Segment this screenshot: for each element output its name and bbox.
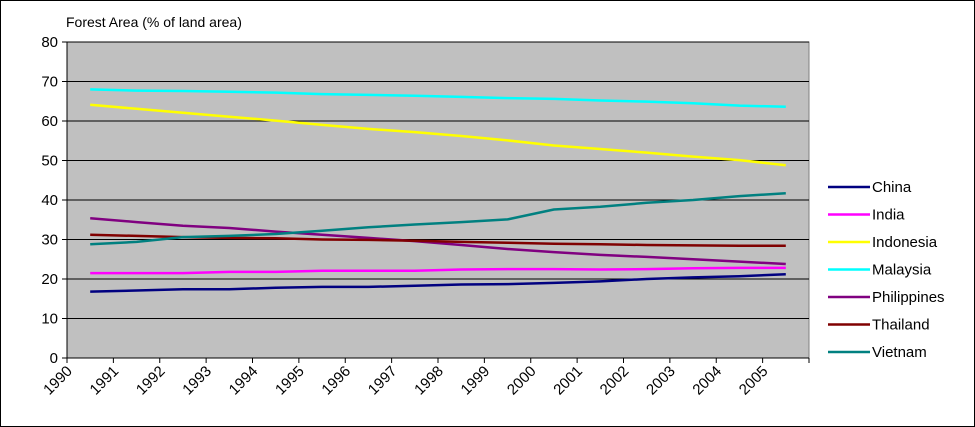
series-line-philippines [90, 216, 786, 266]
x-tick-label: 1993 [179, 363, 215, 399]
legend-label-india: India [872, 207, 905, 224]
legend-label-philippines: Philippines [872, 289, 945, 306]
legend-label-indonesia: Indonesia [872, 234, 938, 251]
legend-label-vietnam: Vietnam [872, 344, 927, 361]
legend-label-china: China [872, 179, 912, 196]
x-tick-label: 2003 [643, 363, 679, 399]
x-tick-label: 2005 [736, 363, 772, 399]
x-tick-label: 1996 [318, 363, 354, 399]
x-tick-label: 1994 [226, 363, 262, 399]
x-tick-label: 1997 [365, 363, 401, 399]
x-tick-label: 1990 [40, 363, 76, 399]
series-line-indonesia [90, 103, 786, 167]
x-tick-label: 2002 [597, 363, 633, 399]
x-tick-label: 1995 [272, 363, 308, 399]
y-axis-title: Forest Area (% of land area) [66, 14, 242, 30]
y-tick-label: 10 [41, 311, 58, 328]
x-tick-label: 1991 [87, 363, 123, 399]
x-tick-label: 1992 [133, 363, 169, 399]
y-tick-label: 50 [41, 153, 58, 170]
y-tick-label: 30 [41, 232, 58, 249]
y-tick-label: 0 [50, 350, 58, 367]
y-tick-label: 80 [41, 34, 58, 51]
legend-label-malaysia: Malaysia [872, 262, 932, 279]
legend-label-thailand: Thailand [872, 317, 930, 334]
x-tick-label: 2000 [504, 363, 540, 399]
y-tick-label: 40 [41, 192, 58, 209]
y-tick-label: 20 [41, 271, 58, 288]
series-line-malaysia [90, 88, 786, 109]
x-tick-label: 1999 [458, 363, 494, 399]
x-tick-label: 1998 [411, 363, 447, 399]
y-tick-label: 70 [41, 74, 58, 91]
y-tick-label: 60 [41, 113, 58, 130]
series-line-china [90, 273, 786, 293]
series-line-vietnam [90, 192, 786, 246]
series-line-india [90, 266, 786, 275]
x-tick-label: 2001 [550, 363, 586, 399]
x-tick-label: 2004 [689, 363, 725, 399]
